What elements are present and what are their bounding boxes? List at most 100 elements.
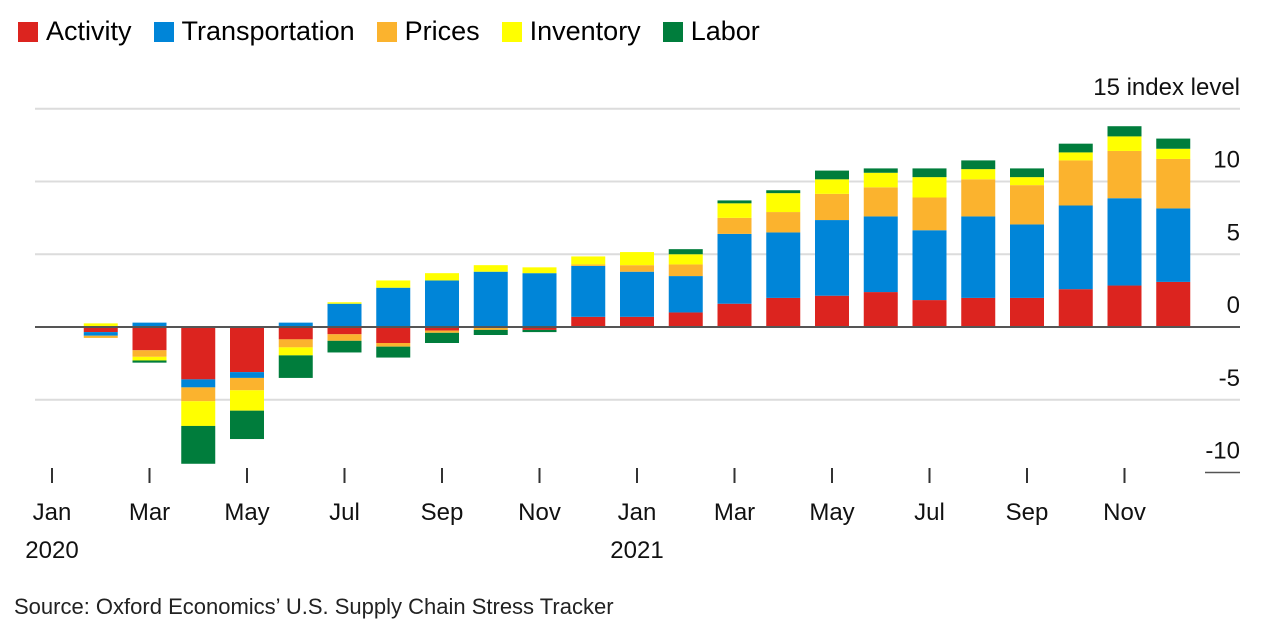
bar-segment-labor <box>912 168 947 178</box>
bar-segment-transportation <box>717 233 752 304</box>
legend-item: Transportation <box>153 16 355 47</box>
legend-label: Labor <box>690 16 760 46</box>
x-tick-label: Nov <box>518 499 561 526</box>
bar-segment-inventory <box>620 252 654 266</box>
bar-segment-prices <box>1058 160 1093 206</box>
bar-segment-inventory <box>473 265 508 272</box>
bar-segment-activity <box>863 292 898 327</box>
bar-segment-prices <box>181 387 216 402</box>
bar-segment-activity <box>571 316 606 327</box>
bar-segment-activity <box>766 297 801 327</box>
bar-segment-activity <box>912 300 947 327</box>
legend-item: Labor <box>662 16 760 47</box>
bar-segment-labor <box>1010 168 1044 178</box>
bar-segment-inventory <box>668 254 703 265</box>
x-tick-label: Nov <box>1103 499 1146 526</box>
bar-segment-transportation <box>1107 198 1142 286</box>
x-tick-label: Jan <box>618 499 657 526</box>
bar-segment-inventory <box>327 302 362 304</box>
y-tick-label: -10 <box>1205 438 1240 465</box>
bar-segment-labor <box>766 190 801 194</box>
bar-segment-transportation <box>181 379 216 388</box>
bar-segment-inventory <box>522 267 557 274</box>
y-tick-label: 5 <box>1227 219 1240 246</box>
bar-segment-transportation <box>961 216 996 298</box>
legend-swatch <box>662 21 683 42</box>
legend-swatch <box>501 21 522 42</box>
bar-segment-labor <box>327 340 362 353</box>
bar-segment-activity <box>181 327 216 380</box>
bar-segment-activity <box>717 303 752 327</box>
bar-segment-labor <box>815 170 849 180</box>
bar-segment-prices <box>230 377 264 391</box>
bar-segment-prices <box>766 212 801 233</box>
legend: Activity Transportation Prices Inventory Lab… <box>18 16 760 47</box>
bar-segment-activity <box>278 327 313 340</box>
bar-segment-labor <box>863 168 898 173</box>
bar-segment-prices <box>1010 185 1044 225</box>
bar-segment-transportation <box>376 287 411 327</box>
legend-swatch <box>18 21 38 42</box>
bar-segment-transportation <box>230 372 264 378</box>
bar-segment-activity <box>1156 281 1191 327</box>
bar-segment-prices <box>1107 150 1142 199</box>
bar-segment-activity <box>230 327 264 373</box>
bar-segment-labor <box>522 329 557 333</box>
bar-segment-inventory <box>961 169 996 180</box>
bar-segment-inventory <box>1156 148 1191 159</box>
bar-segment-activity <box>1058 289 1093 327</box>
bar-segment-transportation <box>83 332 118 336</box>
bar-segment-prices <box>571 264 606 266</box>
bar-segment-prices <box>376 343 411 347</box>
bar-segment-inventory <box>717 203 752 218</box>
bar-segment-transportation <box>1058 205 1093 290</box>
x-tick-label: May <box>224 499 269 526</box>
bar-segment-activity <box>620 316 654 327</box>
bar-segment-transportation <box>132 322 167 327</box>
bar-segment-inventory <box>83 323 118 327</box>
bar-segment-activity <box>132 327 167 351</box>
bar-segment-prices <box>473 327 508 330</box>
bar-segment-inventory <box>912 177 947 198</box>
bar-segment-labor <box>425 332 459 344</box>
bar-segment-transportation <box>522 273 557 327</box>
bar-segment-activity <box>815 295 849 327</box>
legend-item: Prices <box>376 16 480 47</box>
x-tick-label: Mar <box>129 499 170 526</box>
bar-segment-transportation <box>1010 224 1044 298</box>
bar-segment-transportation <box>620 271 654 317</box>
bar-segment-inventory <box>815 179 849 194</box>
legend-item: Activity <box>18 16 132 47</box>
bar-segment-prices <box>912 197 947 231</box>
y-tick-label: 15 index level <box>1093 74 1240 101</box>
bar-segment-transportation <box>278 322 313 327</box>
bar-segment-transportation <box>1156 208 1191 282</box>
bar-segment-transportation <box>668 276 703 313</box>
bar-segment-prices <box>668 264 703 277</box>
bar-segment-prices <box>327 334 362 341</box>
bar-segment-inventory <box>863 172 898 188</box>
bar-segment-labor <box>376 346 411 358</box>
bar-segment-labor <box>230 410 264 440</box>
bar-segment-prices <box>961 179 996 217</box>
legend-label: Inventory <box>529 16 641 46</box>
bar-segment-prices <box>1156 158 1191 209</box>
x-tick-label: Mar <box>714 499 755 526</box>
bar-segment-inventory <box>766 193 801 213</box>
bar-segment-activity <box>668 312 703 327</box>
x-tick-label: Sep <box>421 499 464 526</box>
bar-segment-prices <box>863 187 898 217</box>
bar-segment-activity <box>1010 297 1044 327</box>
bar-segment-transportation <box>473 271 508 327</box>
bar-segment-labor <box>717 200 752 204</box>
bar-segment-transportation <box>912 230 947 301</box>
bar-segment-inventory <box>230 390 264 411</box>
bar-segment-activity <box>1107 285 1142 327</box>
bar-segment-prices <box>132 350 167 357</box>
bar-segment-transportation <box>571 265 606 317</box>
bar-segment-labor <box>278 355 313 378</box>
x-tick-label: Jul <box>329 499 360 526</box>
bar-segment-labor <box>961 160 996 170</box>
bar-segment-activity <box>961 297 996 327</box>
